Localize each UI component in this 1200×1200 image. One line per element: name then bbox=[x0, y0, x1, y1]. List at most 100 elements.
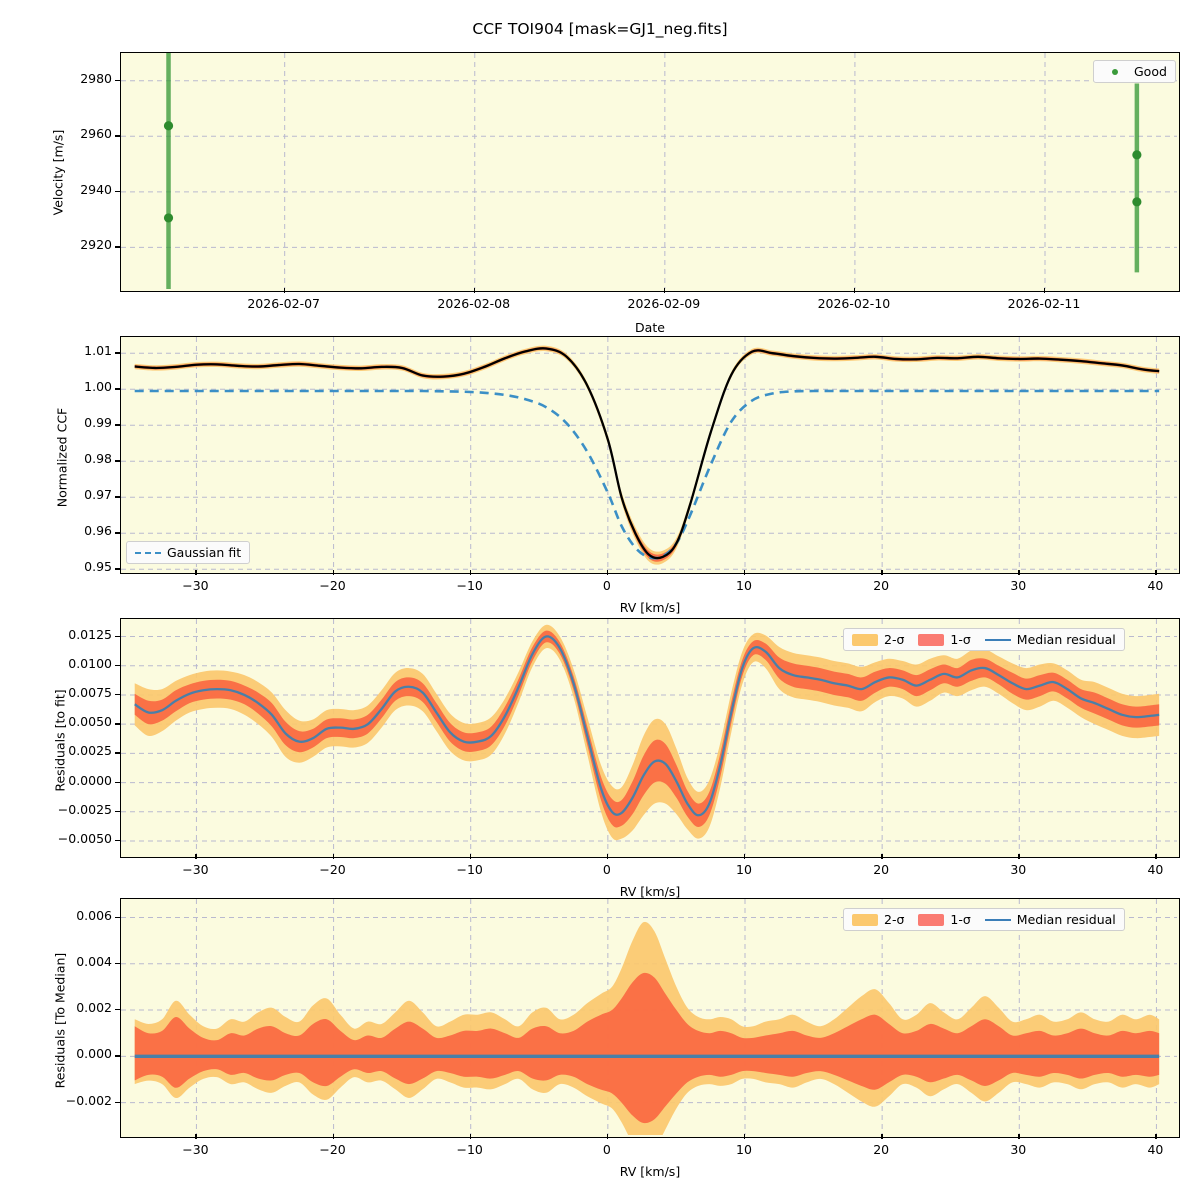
tick-mark bbox=[606, 570, 609, 575]
legend-item-gaussian-fit: Gaussian fit bbox=[135, 545, 241, 560]
panel1-xtick-2: 2026-02-09 bbox=[627, 296, 701, 311]
panel1-xtick-0: 2026-02-07 bbox=[247, 296, 320, 311]
tick-mark bbox=[332, 570, 334, 575]
panel-velocity-vs-date bbox=[120, 52, 1180, 292]
tick-mark bbox=[115, 388, 120, 390]
tick-mark bbox=[115, 424, 120, 426]
panel4-xlabel: RV [km/s] bbox=[619, 1164, 681, 1179]
panel3-ytick-0: −0.0050 bbox=[57, 830, 112, 846]
panel3-xtick-6: 30 bbox=[1010, 862, 1027, 877]
residuals-fit-plot-canvas bbox=[121, 619, 1177, 855]
panel3-xtick-7: 40 bbox=[1147, 862, 1164, 877]
panel3-legend[interactable]: 2-σ 1-σ Median residual bbox=[843, 628, 1125, 651]
tick-mark bbox=[744, 1134, 746, 1139]
tick-mark bbox=[469, 1134, 472, 1139]
legend-label-2sigma: 2-σ bbox=[884, 912, 905, 927]
legend-label-good: Good bbox=[1134, 64, 1167, 79]
good-marker-icon bbox=[1102, 65, 1128, 78]
panel4-xtick-6: 30 bbox=[1010, 1142, 1027, 1157]
panel-normalized-ccf bbox=[120, 336, 1180, 574]
panel3-ytick-1: −0.0025 bbox=[57, 801, 112, 817]
tick-mark bbox=[115, 810, 120, 813]
tick-mark bbox=[1155, 1134, 1157, 1139]
tick-mark bbox=[744, 570, 746, 575]
legend-item-2sigma: 2-σ bbox=[852, 912, 904, 927]
panel2-xtick-5: 20 bbox=[873, 578, 890, 593]
legend-label-median-residual: Median residual bbox=[1016, 912, 1116, 927]
figure-title: CCF TOI904 [mask=GJ1_neg.fits] bbox=[472, 20, 728, 38]
tick-mark bbox=[606, 854, 609, 859]
tick-mark bbox=[332, 1134, 334, 1139]
two-sigma-patch-icon bbox=[852, 913, 878, 926]
two-sigma-patch-icon bbox=[852, 633, 878, 646]
legend-label-1sigma: 1-σ bbox=[950, 912, 971, 927]
panel1-legend[interactable]: Good bbox=[1093, 60, 1176, 83]
panel2-xtick-3: 0 bbox=[602, 578, 611, 593]
tick-mark bbox=[115, 1009, 120, 1011]
tick-mark bbox=[115, 352, 120, 354]
panel2-ytick-4: 0.99 bbox=[84, 415, 112, 431]
median-line-icon bbox=[984, 918, 1011, 921]
tick-mark bbox=[1044, 288, 1046, 293]
tick-mark bbox=[115, 190, 120, 193]
tick-mark bbox=[469, 570, 472, 575]
tick-mark bbox=[1018, 854, 1020, 859]
tick-mark bbox=[853, 288, 856, 293]
tick-mark bbox=[473, 288, 476, 293]
panel2-xtick-6: 30 bbox=[1010, 578, 1027, 593]
panel2-xtick-0: −30 bbox=[182, 578, 209, 593]
panel3-ytick-5: 0.0075 bbox=[68, 684, 112, 700]
panel4-ytick-4: 0.006 bbox=[76, 907, 112, 923]
panel2-ytick-2: 0.97 bbox=[84, 487, 112, 503]
tick-mark bbox=[115, 568, 120, 570]
tick-mark bbox=[1155, 854, 1157, 859]
panel2-xtick-1: −20 bbox=[319, 578, 346, 593]
panel3-ytick-2: 0.0000 bbox=[68, 772, 112, 788]
tick-mark bbox=[115, 246, 120, 248]
velocity-plot-canvas bbox=[121, 53, 1177, 289]
legend-item-1sigma: 1-σ bbox=[918, 912, 971, 927]
tick-mark bbox=[115, 79, 120, 82]
panel2-legend[interactable]: Gaussian fit bbox=[126, 541, 251, 564]
median-line-icon bbox=[984, 638, 1011, 641]
dashed-line-icon bbox=[135, 551, 161, 554]
panel4-ylabel: Residuals [To Median] bbox=[52, 952, 68, 1089]
panel1-ytick-1: 2940 bbox=[80, 181, 112, 197]
panel3-ytick-3: 0.0025 bbox=[68, 743, 112, 759]
residuals-median-plot-canvas bbox=[121, 899, 1177, 1135]
panel3-ytick-6: 0.0100 bbox=[68, 655, 112, 671]
panel2-ytick-5: 1.00 bbox=[84, 379, 112, 395]
ccf-plot-canvas bbox=[121, 337, 1177, 571]
tick-mark bbox=[663, 288, 666, 293]
tick-mark bbox=[195, 854, 197, 859]
tick-mark bbox=[115, 781, 120, 783]
legend-item-median-residual: Median residual bbox=[984, 632, 1116, 647]
tick-mark bbox=[1155, 570, 1157, 575]
legend-item-2sigma: 2-σ bbox=[852, 632, 904, 647]
panel1-xlabel: Date bbox=[635, 320, 665, 335]
tick-mark bbox=[115, 532, 120, 534]
panel4-xtick-4: 10 bbox=[736, 1142, 752, 1157]
tick-mark bbox=[115, 496, 120, 498]
tick-mark bbox=[606, 1134, 609, 1139]
one-sigma-patch-icon bbox=[918, 913, 945, 926]
legend-label-1sigma: 1-σ bbox=[950, 632, 971, 647]
tick-mark bbox=[115, 635, 120, 637]
panel2-ytick-3: 0.98 bbox=[84, 451, 112, 467]
panel3-xtick-5: 20 bbox=[873, 862, 890, 877]
panel3-xtick-1: −20 bbox=[319, 862, 346, 877]
panel4-xtick-5: 20 bbox=[873, 1142, 890, 1157]
tick-mark bbox=[115, 962, 120, 965]
tick-mark bbox=[881, 570, 883, 575]
panel4-legend[interactable]: 2-σ 1-σ Median residual bbox=[843, 908, 1125, 931]
legend-item-good: Good bbox=[1102, 64, 1167, 79]
tick-mark bbox=[881, 854, 883, 859]
tick-mark bbox=[283, 288, 286, 293]
legend-label-median-residual: Median residual bbox=[1016, 632, 1116, 647]
panel4-xtick-7: 40 bbox=[1147, 1142, 1164, 1157]
panel3-xlabel: RV [km/s] bbox=[619, 884, 681, 899]
panel3-xtick-2: −10 bbox=[456, 862, 483, 877]
panel4-xtick-0: −30 bbox=[182, 1142, 209, 1157]
legend-item-median-residual: Median residual bbox=[984, 912, 1116, 927]
panel2-ytick-1: 0.96 bbox=[84, 523, 112, 539]
